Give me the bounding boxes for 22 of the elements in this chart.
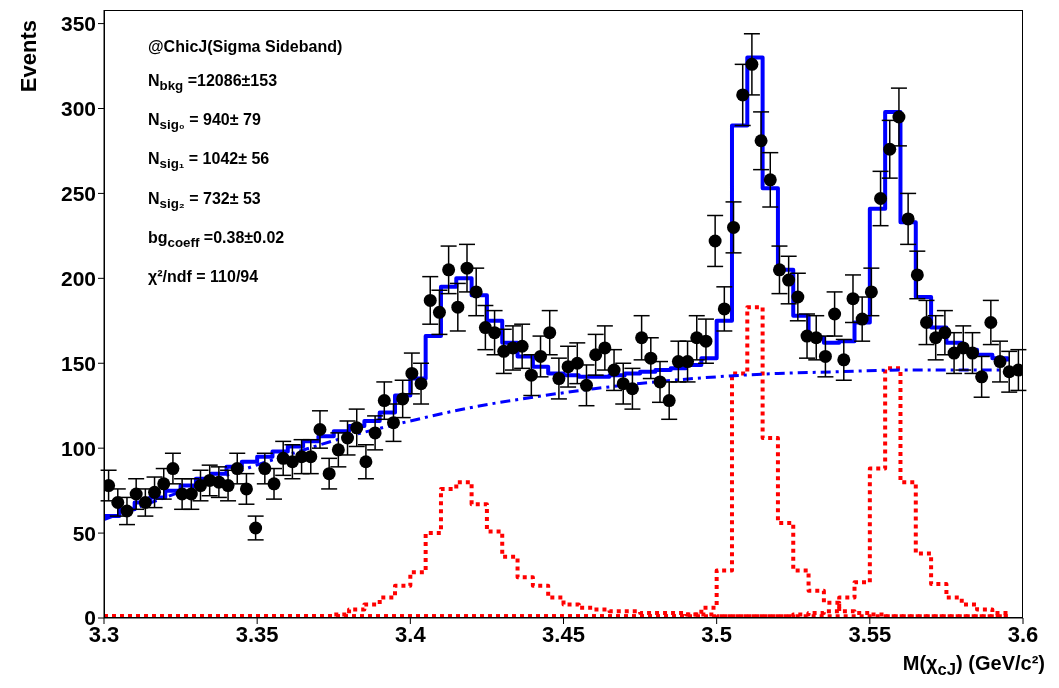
x-tick-label: 3.45	[542, 621, 585, 647]
annotation: χ²/ndf = 110/94	[148, 266, 260, 287]
y-tick-label: 350	[60, 12, 96, 36]
y-tick-label: 100	[60, 436, 96, 460]
y-tick-label: 200	[60, 266, 96, 290]
annotation: N$_{sig₁}$ = 1042± 56	[148, 149, 271, 174]
y-tick-label: 250	[60, 181, 96, 205]
y-axis-title: Events	[16, 20, 42, 93]
x-tick-label: 3.6	[1007, 621, 1039, 647]
y-tick-label: 50	[72, 521, 96, 545]
y-tick-label: 150	[60, 351, 96, 375]
annotation: @ChicJ(Sigma Sideband)	[148, 37, 343, 57]
x-tick-label: 3.5	[701, 621, 732, 647]
x-tick-label: 3.35	[235, 621, 279, 647]
x-tick-label: 3.4	[395, 621, 427, 647]
y-tick-label: 300	[60, 96, 96, 120]
x-tick-label: 3.55	[848, 621, 892, 647]
annotation: N$_{sig₂}$ = 732± 53	[148, 188, 262, 213]
annotation: N$_{bkg}$ =12086±153	[148, 71, 279, 96]
annotation: N$_{sig₀}$ = 940± 79	[148, 110, 262, 135]
x-axis-title: M(χ$_{cJ}$) (GeV/c²)	[902, 652, 1045, 680]
annotation: bg$_{coeff}$ =0.38±0.02	[148, 227, 286, 252]
